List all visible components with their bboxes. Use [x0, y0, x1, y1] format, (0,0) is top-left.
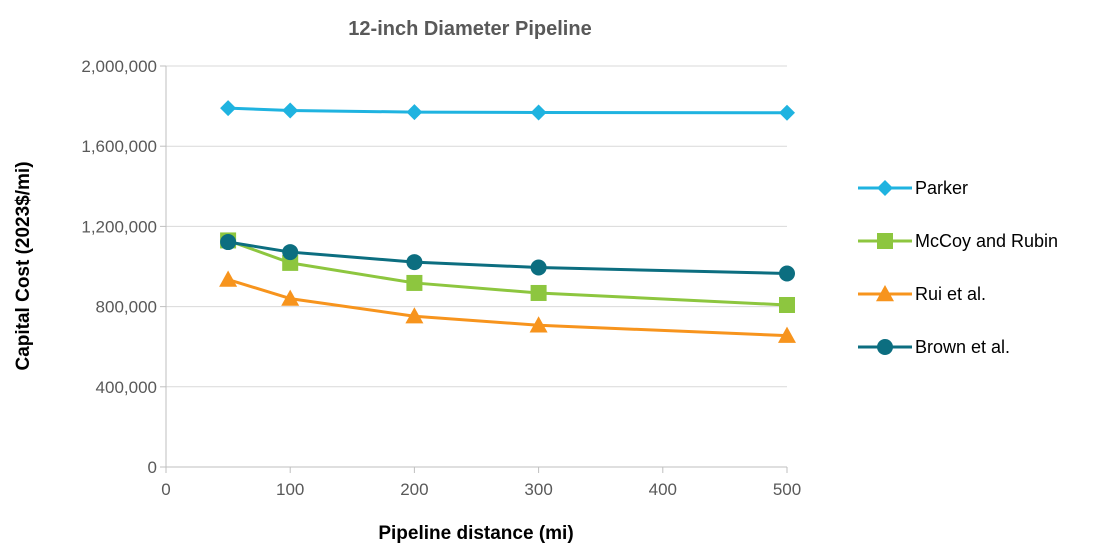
chart-title: 12-inch Diameter Pipeline [348, 18, 591, 40]
data-point-brown-et-al [220, 234, 237, 251]
axes [160, 65, 788, 473]
series-line-parker [228, 106, 788, 115]
series-group [219, 100, 796, 343]
data-point-parker [530, 104, 547, 121]
y-tick-label: 0 [148, 458, 157, 477]
data-point-brown-et-al [406, 254, 423, 271]
series-line-rui-et-al [227, 278, 788, 338]
legend-item-parker: Parker [858, 178, 968, 198]
data-point-rui-et-al [219, 270, 238, 287]
y-tick-label: 800,000 [96, 298, 157, 317]
y-tick-label: 2,000,000 [81, 57, 157, 76]
legend-item-rui-et-al: Rui et al. [858, 284, 986, 304]
legend-marker [877, 233, 893, 249]
data-point-parker [220, 100, 237, 117]
data-point-rui-et-al [281, 289, 300, 306]
x-tick-labels: 0 100 200 300 400 500 [161, 480, 801, 499]
y-axis-title: Capital Cost (2023$/mi) [13, 161, 34, 370]
legend-marker [877, 180, 893, 196]
legend-label: Rui et al. [915, 284, 986, 304]
data-point-mccoy-and-rubin [530, 284, 547, 301]
x-tick-label: 400 [649, 480, 677, 499]
legend-label: Parker [915, 178, 968, 198]
x-tick-label: 300 [524, 480, 552, 499]
legend: Parker McCoy and Rubin Rui et al. Brown et … [858, 178, 1058, 357]
x-tick-label: 500 [773, 480, 801, 499]
y-tick-labels: 0 400,000 800,000 1,200,000 1,600,000 2,000,0… [81, 57, 157, 477]
data-point-brown-et-al [530, 259, 547, 276]
x-tick-label: 100 [276, 480, 304, 499]
legend-marker [876, 285, 894, 302]
legend-label: Brown et al. [915, 337, 1010, 357]
data-point-parker [406, 104, 423, 121]
series-parker [220, 100, 795, 121]
y-tick-label: 1,200,000 [81, 217, 157, 236]
data-point-brown-et-al [779, 265, 795, 282]
series-line-brown-et-al [227, 240, 788, 276]
x-tick-label: 0 [161, 480, 170, 499]
legend-item-brown-et-al: Brown et al. [858, 337, 1010, 357]
data-point-rui-et-al [778, 326, 796, 343]
series-brown-et-al [220, 234, 795, 282]
gridlines [166, 65, 787, 388]
legend-label: McCoy and Rubin [915, 231, 1058, 251]
data-point-parker [779, 104, 795, 121]
data-point-parker [282, 102, 299, 119]
y-tick-label: 400,000 [96, 378, 157, 397]
data-point-mccoy-and-rubin [406, 274, 423, 291]
legend-marker [877, 339, 893, 355]
legend-item-mccoy-and-rubin: McCoy and Rubin [858, 231, 1058, 251]
data-point-mccoy-and-rubin [779, 296, 795, 313]
data-point-rui-et-al [405, 307, 424, 324]
y-tick-label: 1,600,000 [81, 137, 157, 156]
series-rui-et-al [219, 270, 796, 343]
x-axis-title: Pipeline distance (mi) [378, 523, 573, 544]
x-tick-label: 200 [400, 480, 428, 499]
data-point-brown-et-al [282, 244, 299, 261]
data-point-rui-et-al [529, 316, 548, 333]
